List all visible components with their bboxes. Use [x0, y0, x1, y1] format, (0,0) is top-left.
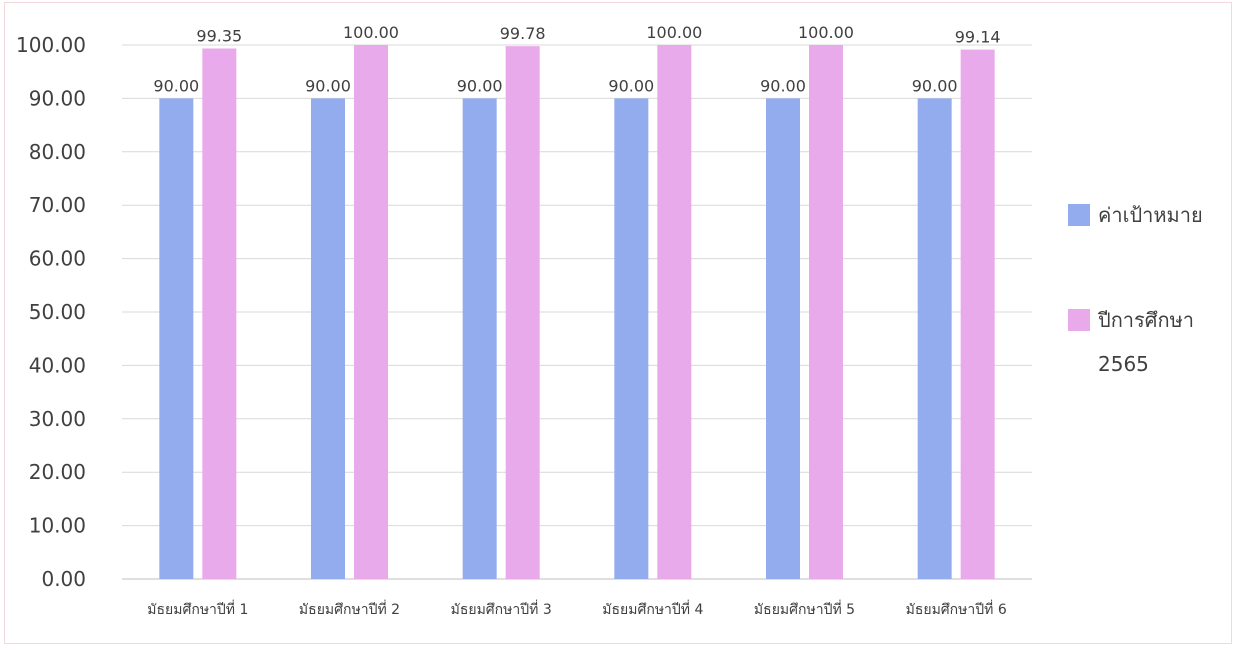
bars — [159, 45, 995, 580]
x-category-label: มัธยมศึกษาปีที่ 5 — [754, 600, 855, 618]
data-label: 100.00 — [646, 23, 702, 42]
data-label: 90.00 — [608, 76, 654, 95]
x-category-label: มัธยมศึกษาปีที่ 3 — [451, 600, 552, 618]
bar-series-2 — [960, 49, 995, 579]
data-labels: 90.00 99.35 90.00 100.00 90.00 99.78 90.00 100.… — [153, 23, 1000, 95]
y-tick-label: 50.00 — [29, 300, 86, 324]
y-tick-label: 90.00 — [29, 86, 86, 110]
y-tick-label: 60.00 — [29, 247, 86, 271]
x-category-label: มัธยมศึกษาปีที่ 4 — [602, 600, 703, 618]
data-label: 90.00 — [457, 76, 503, 95]
x-axis-categories: มัธยมศึกษาปีที่ 1 มัธยมศึกษาปีที่ 2 มัธยมศ… — [147, 600, 1007, 618]
x-category-label: มัธยมศึกษาปีที่ 2 — [299, 600, 400, 618]
y-tick-label: 30.00 — [29, 407, 86, 431]
y-tick-label: 20.00 — [29, 460, 86, 484]
bar-series-1 — [766, 98, 800, 580]
data-label: 100.00 — [798, 23, 854, 42]
bar-series-1 — [917, 98, 952, 580]
bar-series-2 — [657, 45, 692, 579]
bar-series-1 — [614, 98, 649, 580]
bar-series-1 — [159, 98, 194, 580]
data-label: 90.00 — [153, 76, 199, 95]
legend-label: 2565 — [1098, 352, 1149, 376]
y-tick-label: 40.00 — [29, 353, 86, 377]
data-label: 90.00 — [912, 76, 958, 95]
gridlines — [122, 44, 1032, 580]
y-tick-label: 0.00 — [41, 567, 86, 591]
legend-label: ปีการศึกษา — [1098, 308, 1194, 332]
x-category-label: มัธยมศึกษาปีที่ 1 — [147, 600, 248, 618]
legend-swatch — [1068, 204, 1090, 226]
bar-series-1 — [462, 98, 497, 580]
data-label: 100.00 — [343, 23, 399, 42]
x-category-label: มัธยมศึกษาปีที่ 6 — [906, 600, 1007, 618]
legend-swatch — [1068, 309, 1090, 331]
y-axis-ticks: 0.00 10.00 20.00 30.00 40.00 50.00 60.00 70.00 8… — [16, 33, 86, 591]
bar-series-2 — [505, 46, 540, 579]
data-label: 90.00 — [760, 76, 806, 95]
data-label: 99.14 — [955, 28, 1001, 47]
bar-series-1 — [311, 98, 345, 580]
bar-series-2 — [809, 45, 843, 579]
y-tick-label: 70.00 — [29, 193, 86, 217]
y-tick-label: 80.00 — [29, 140, 86, 164]
data-label: 90.00 — [305, 76, 351, 95]
y-tick-label: 10.00 — [29, 514, 86, 538]
y-tick-label: 100.00 — [16, 33, 86, 57]
legend-label: ค่าเป้าหมาย — [1098, 203, 1203, 227]
data-label: 99.78 — [500, 24, 546, 43]
data-label: 99.35 — [196, 26, 242, 45]
bar-series-2 — [354, 45, 388, 579]
bar-series-2 — [202, 48, 237, 579]
